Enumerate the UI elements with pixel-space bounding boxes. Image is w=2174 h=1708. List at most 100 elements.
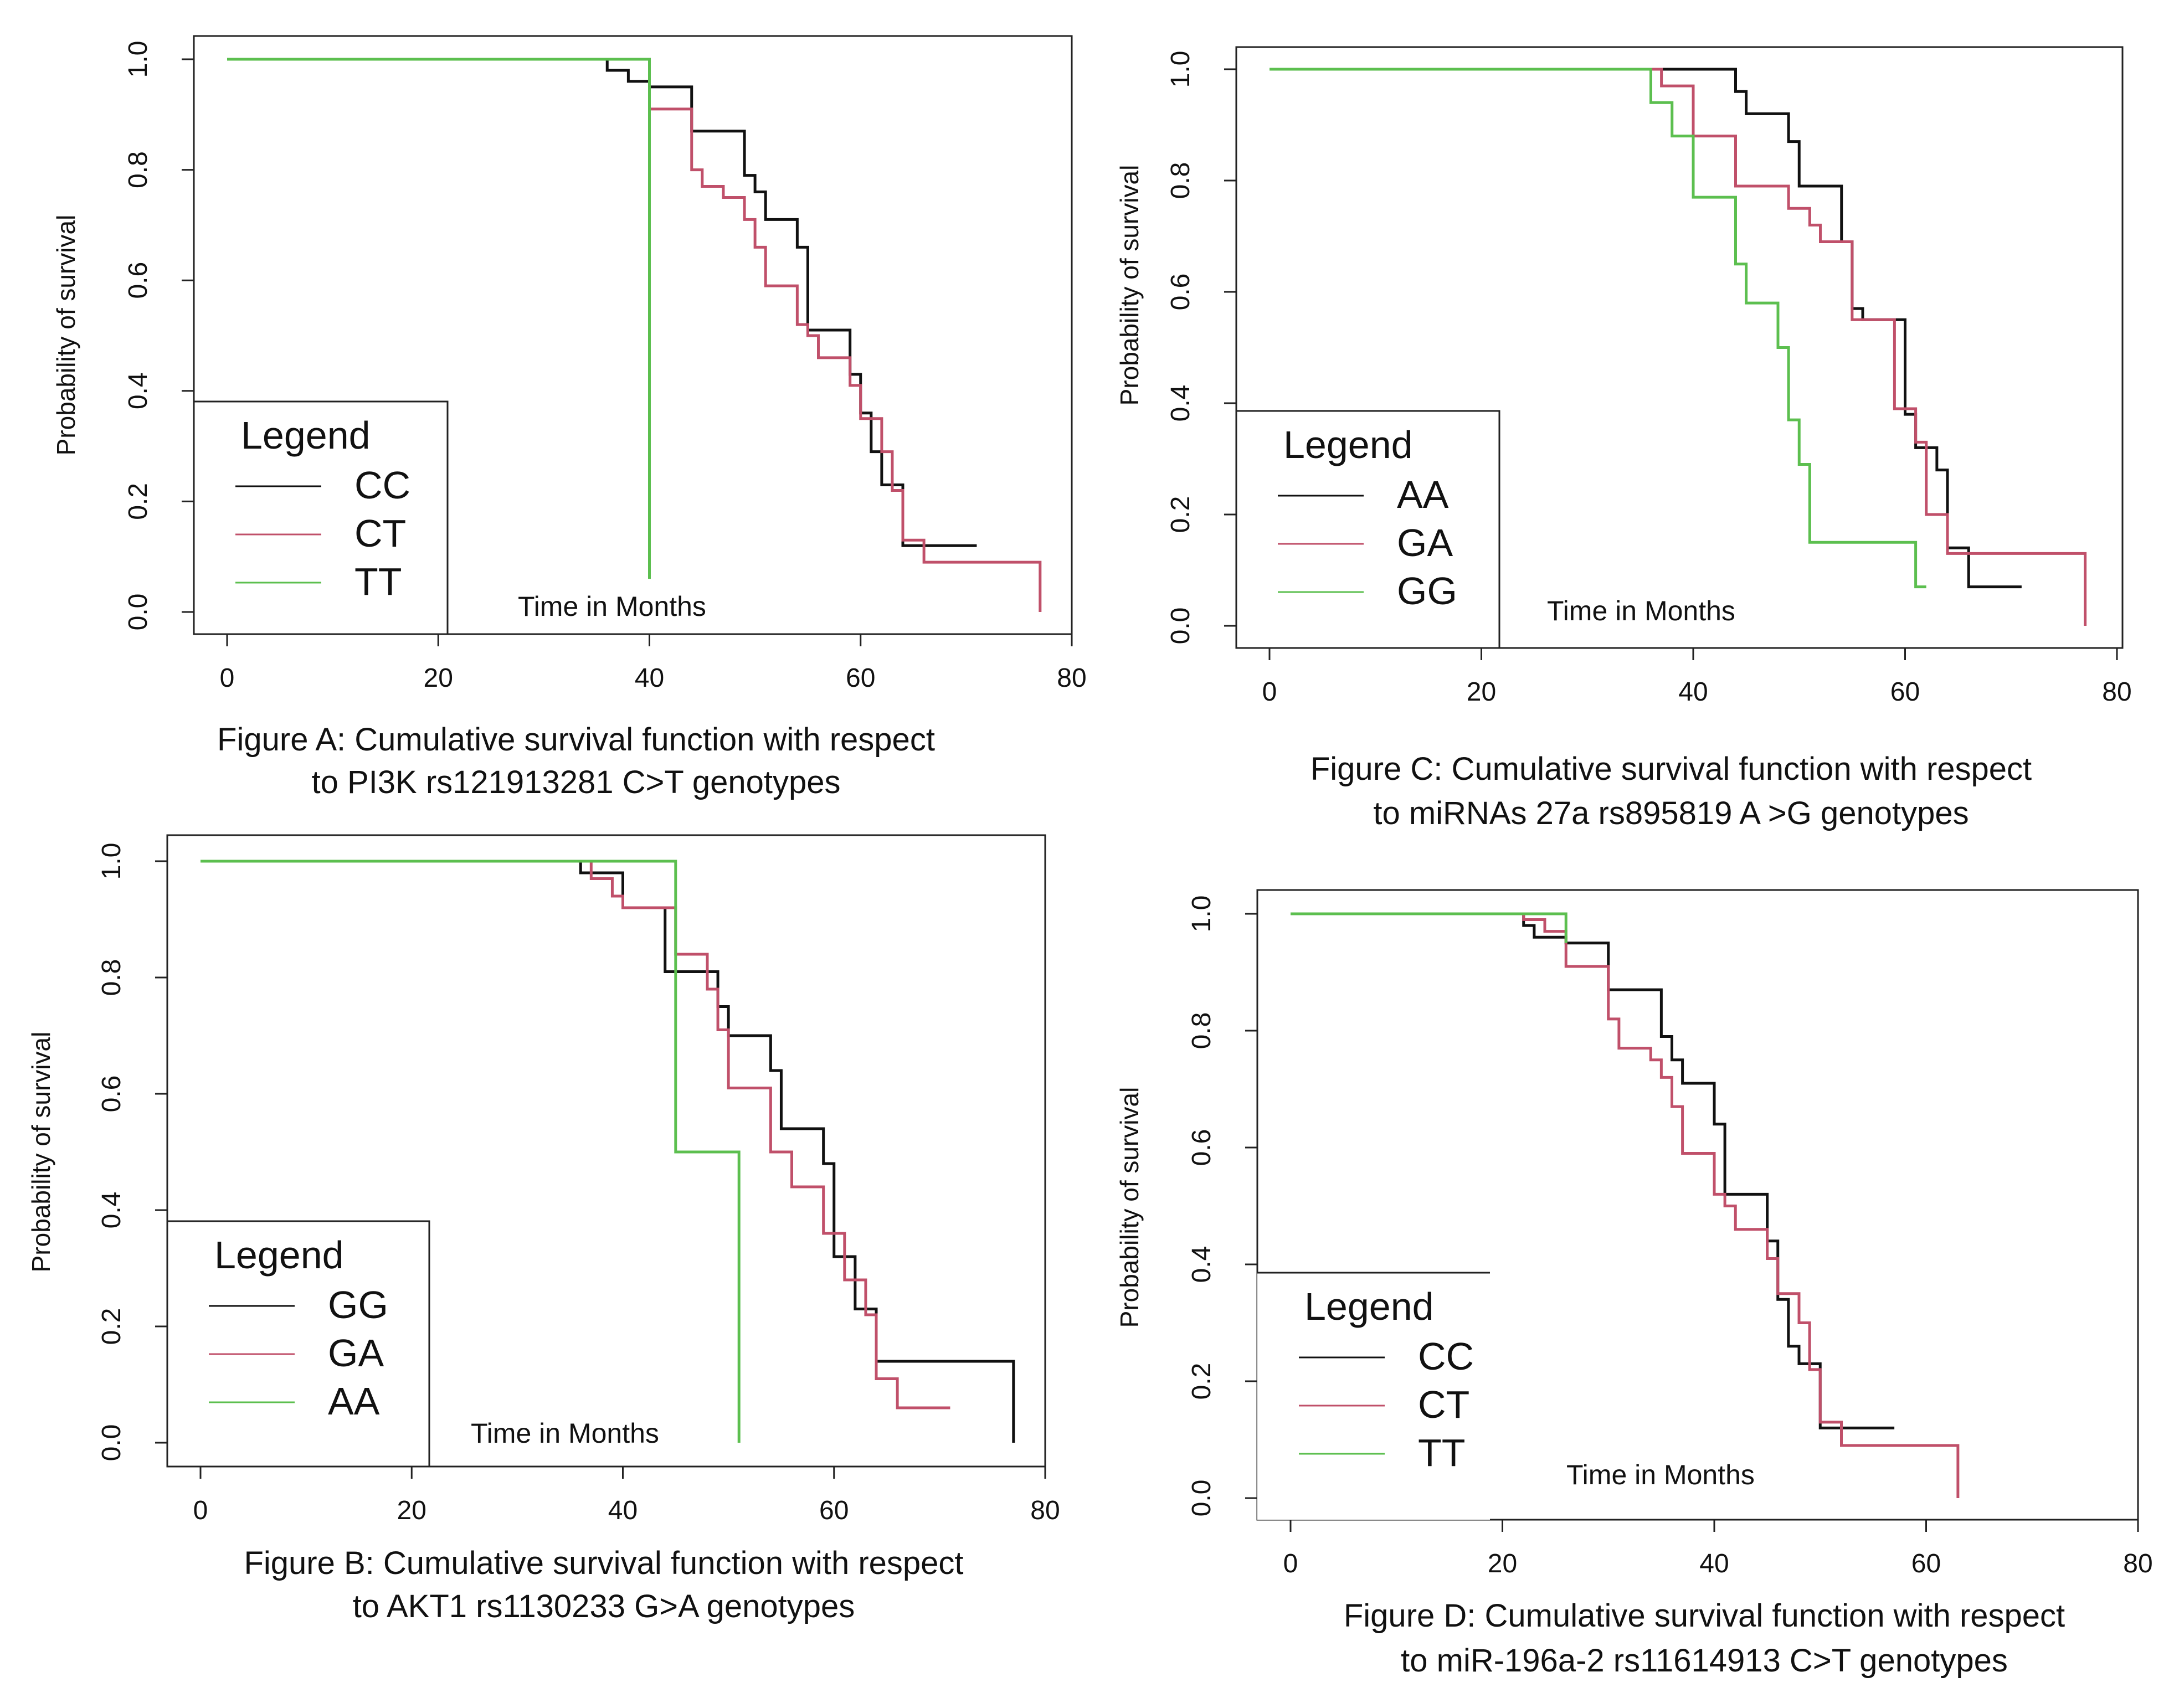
x-tick-label-a-0: 0 <box>220 663 235 693</box>
legend-title-a: Legend <box>241 414 371 457</box>
x-tick-label-a-3: 60 <box>846 663 875 693</box>
plot-area-b <box>201 860 1015 1443</box>
legend-title-c: Legend <box>1283 423 1413 466</box>
plot-area-a <box>227 58 1042 612</box>
x-tick-label-d-0: 0 <box>1283 1549 1298 1578</box>
series-line-c-gg <box>1270 68 1926 589</box>
x-tick-label-b-4: 80 <box>1030 1496 1060 1525</box>
x-tick-label-d-2: 40 <box>1699 1549 1729 1578</box>
panel-b: 0 20 40 60 80 0.0 0.2 0.4 0.6 0.8 1.0 Probability … <box>27 834 1060 1624</box>
ticks-d: 0 20 40 60 80 0.0 0.2 0.4 0.6 0.8 1.0 <box>1187 896 2153 1578</box>
legend-box-c <box>1235 410 1500 649</box>
y-tick-label-d-1: 0.2 <box>1187 1363 1216 1400</box>
ticks-a: 0 20 40 60 80 0.0 0.2 0.4 0.6 0.8 1.0 <box>124 41 1087 693</box>
x-tick-label-c-2: 40 <box>1678 677 1708 707</box>
legend-title-b: Legend <box>214 1233 344 1277</box>
x-axis-label-d: Time in Months <box>1566 1459 1755 1490</box>
panel-a: 0 20 40 60 80 0.0 0.2 0.4 0.6 0.8 1.0 Probability … <box>52 35 1087 800</box>
y-tick-label-b-1: 0.2 <box>97 1308 126 1345</box>
y-axis-label-c: Probability of survival <box>1115 165 1144 406</box>
y-tick-label-b-3: 0.6 <box>97 1076 126 1113</box>
y-tick-label-b-5: 1.0 <box>97 843 126 880</box>
y-tick-label-b-0: 0.0 <box>97 1424 126 1462</box>
y-tick-label-d-2: 0.4 <box>1187 1246 1216 1283</box>
caption-a-line2: to PI3K rs121913281 C>T genotypes <box>312 764 841 800</box>
y-tick-label-b-2: 0.4 <box>97 1192 126 1229</box>
x-axis-label-a: Time in Months <box>518 591 706 622</box>
y-tick-label-c-3: 0.6 <box>1166 274 1195 311</box>
series-line-b-aa <box>201 860 741 1443</box>
series-line-c-aa <box>1270 68 2022 589</box>
x-axis-label-b: Time in Months <box>471 1418 659 1449</box>
caption-d-line2: to miR-196a-2 rs11614913 C>T genotypes <box>1401 1643 2008 1679</box>
y-axis-label-d: Probability of survival <box>1115 1087 1144 1328</box>
y-tick-label-a-0: 0.0 <box>124 594 153 631</box>
series-line-a-ct <box>227 58 1042 612</box>
x-tick-label-d-1: 20 <box>1488 1549 1517 1578</box>
x-tick-label-d-4: 80 <box>2123 1549 2152 1578</box>
plot-area-d <box>1291 912 1960 1498</box>
y-tick-label-b-4: 0.8 <box>97 959 126 996</box>
plot-area-c <box>1270 68 2087 626</box>
caption-d-line1: Figure D: Cumulative survival function w… <box>1344 1598 2065 1634</box>
legend-label-a-ct: CT <box>354 512 406 555</box>
x-tick-label-b-1: 20 <box>397 1496 426 1525</box>
plot-frame-d <box>1256 889 2139 1521</box>
plot-frame-b <box>166 834 1046 1468</box>
legend-label-a-cc: CC <box>354 464 410 507</box>
legend-box-a <box>193 400 449 635</box>
y-tick-label-d-0: 0.0 <box>1187 1480 1216 1517</box>
series-line-b-ga <box>201 860 950 1409</box>
caption-c-line1: Figure C: Cumulative survival function w… <box>1310 751 2032 787</box>
plot-frame-a <box>193 35 1073 635</box>
x-tick-label-a-4: 80 <box>1057 663 1086 693</box>
series-line-a-tt <box>227 58 651 579</box>
series-line-d-cc <box>1291 912 1895 1429</box>
x-tick-label-d-3: 60 <box>1911 1549 1941 1578</box>
legend-d: Legend CC CT TT <box>1257 1272 1490 1520</box>
legend-label-a-tt: TT <box>354 560 402 603</box>
panel-d: 0 20 40 60 80 0.0 0.2 0.4 0.6 0.8 1.0 Probability … <box>1115 889 2153 1679</box>
legend-c: Legend AA GA GG <box>1235 410 1500 649</box>
x-tick-label-b-2: 40 <box>608 1496 638 1525</box>
x-tick-label-c-3: 60 <box>1890 677 1920 707</box>
caption-b-line2: to AKT1 rs1130233 G>A genotypes <box>353 1588 855 1624</box>
caption-b-line1: Figure B: Cumulative survival function w… <box>244 1545 963 1581</box>
legend-bg-d <box>1257 1273 1490 1520</box>
legend-label-b-gg: GG <box>328 1283 388 1326</box>
legend-box-b <box>166 1220 430 1468</box>
series-line-a-cc <box>227 58 977 547</box>
legend-label-d-tt: TT <box>1418 1431 1466 1474</box>
y-tick-label-c-4: 0.8 <box>1166 162 1195 199</box>
y-tick-label-d-5: 1.0 <box>1187 896 1216 933</box>
x-tick-label-b-0: 0 <box>193 1496 208 1525</box>
y-axis-label-b: Probability of survival <box>27 1032 55 1273</box>
y-tick-label-a-3: 0.6 <box>124 262 153 299</box>
legend-label-d-cc: CC <box>1418 1335 1474 1378</box>
x-tick-label-c-1: 20 <box>1467 677 1496 707</box>
y-tick-label-d-3: 0.6 <box>1187 1129 1216 1166</box>
y-axis-label-a: Probability of survival <box>52 215 80 456</box>
ticks-c: 0 20 40 60 80 0.0 0.2 0.4 0.6 0.8 1.0 <box>1166 51 2132 707</box>
legend-title-d: Legend <box>1304 1285 1434 1328</box>
caption-c-line2: to miRNAs 27a rs895819 A >G genotypes <box>1373 795 1969 831</box>
legend-label-c-gg: GG <box>1397 569 1457 613</box>
y-tick-label-c-0: 0.0 <box>1166 608 1195 645</box>
legend-label-b-ga: GA <box>328 1331 384 1375</box>
y-tick-label-c-2: 0.4 <box>1166 385 1195 422</box>
y-tick-label-a-1: 0.2 <box>124 483 153 520</box>
legend-label-c-ga: GA <box>1397 521 1453 564</box>
x-tick-label-b-3: 60 <box>819 1496 849 1525</box>
legend-a: Legend CC CT TT <box>193 400 449 635</box>
x-tick-label-c-0: 0 <box>1262 677 1277 707</box>
y-tick-label-c-1: 0.2 <box>1166 496 1195 533</box>
caption-a-line1: Figure A: Cumulative survival function w… <box>217 722 935 758</box>
plot-frame-c <box>1235 46 2124 649</box>
y-tick-label-a-4: 0.8 <box>124 151 153 188</box>
y-tick-label-d-4: 0.8 <box>1187 1012 1216 1050</box>
panel-c: 0 20 40 60 80 0.0 0.2 0.4 0.6 0.8 1.0 Probability … <box>1115 46 2132 831</box>
x-tick-label-c-4: 80 <box>2102 677 2131 707</box>
y-tick-label-c-5: 1.0 <box>1166 51 1195 88</box>
y-tick-label-a-2: 0.4 <box>124 372 153 409</box>
